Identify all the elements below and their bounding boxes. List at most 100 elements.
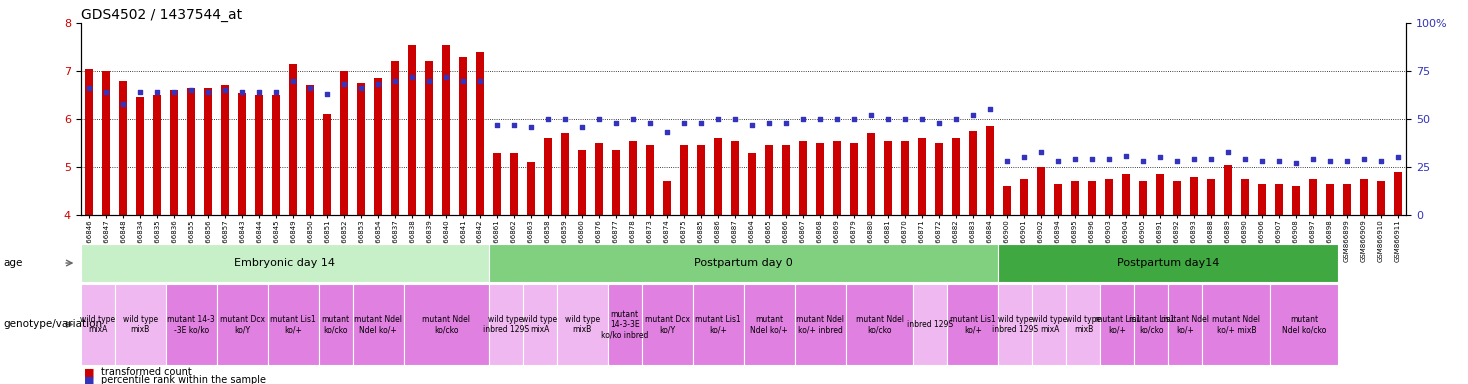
Point	[401, 74, 424, 80]
Bar	[319, 284, 352, 365]
Point	[248, 89, 272, 95]
Text: mutant
Ndel ko/+: mutant Ndel ko/+	[750, 315, 788, 334]
Text: wild type
mixA: wild type mixA	[81, 315, 116, 334]
Point	[145, 89, 169, 95]
Point	[1284, 160, 1308, 166]
Bar	[901, 141, 909, 215]
Bar	[935, 143, 944, 215]
Point	[1047, 158, 1070, 164]
Text: mutant Ndel
ko/+: mutant Ndel ko/+	[1161, 315, 1210, 334]
Point	[910, 116, 934, 122]
Text: ■: ■	[84, 375, 94, 384]
Bar	[608, 284, 642, 365]
Point	[1097, 156, 1120, 162]
Bar	[119, 81, 128, 215]
Bar	[1020, 179, 1028, 215]
Bar	[642, 284, 693, 365]
Bar	[1274, 184, 1283, 215]
Bar	[646, 146, 655, 215]
Bar	[341, 71, 348, 215]
Point	[536, 116, 559, 122]
Bar	[628, 141, 637, 215]
Bar	[713, 138, 722, 215]
Bar	[969, 131, 978, 215]
Bar	[81, 244, 489, 282]
Bar	[998, 284, 1032, 365]
Point	[621, 116, 644, 122]
Bar	[578, 150, 586, 215]
Text: wild type
inbred 129S: wild type inbred 129S	[483, 315, 528, 334]
Bar	[1135, 284, 1169, 365]
Text: genotype/variation: genotype/variation	[3, 319, 103, 329]
Point	[690, 120, 713, 126]
Bar	[951, 138, 960, 215]
Bar	[1070, 182, 1079, 215]
Text: mutant
ko/cko: mutant ko/cko	[321, 315, 349, 334]
Text: age: age	[3, 258, 22, 268]
Point	[264, 89, 288, 95]
Text: mutant 14-3
-3E ko/ko: mutant 14-3 -3E ko/ko	[167, 315, 216, 334]
Point	[825, 116, 849, 122]
Point	[859, 112, 882, 118]
Bar	[476, 52, 484, 215]
Bar	[1393, 172, 1402, 215]
Point	[1318, 158, 1342, 164]
Bar	[1308, 179, 1317, 215]
Bar	[81, 284, 115, 365]
Bar	[985, 126, 994, 215]
Point	[978, 106, 1001, 113]
Point	[435, 74, 458, 80]
Point	[587, 116, 611, 122]
Bar	[1122, 174, 1130, 215]
Point	[179, 87, 203, 93]
Point	[282, 78, 305, 84]
Bar	[442, 45, 451, 215]
Bar	[1155, 174, 1164, 215]
Point	[928, 120, 951, 126]
Point	[1080, 156, 1104, 162]
Point	[417, 78, 440, 84]
Point	[1029, 149, 1053, 155]
Bar	[374, 78, 382, 215]
Point	[230, 89, 254, 95]
Bar	[747, 153, 756, 215]
Point	[605, 120, 628, 126]
Bar	[731, 141, 740, 215]
Point	[1301, 156, 1324, 162]
Point	[213, 87, 236, 93]
Point	[486, 122, 509, 128]
Bar	[1207, 179, 1216, 215]
Bar	[489, 284, 523, 365]
Point	[962, 112, 985, 118]
Point	[1370, 158, 1393, 164]
Bar	[238, 93, 247, 215]
Point	[332, 81, 355, 88]
Point	[94, 89, 117, 95]
Point	[1199, 156, 1223, 162]
Bar	[1032, 284, 1066, 365]
Point	[1352, 156, 1376, 162]
Point	[520, 124, 543, 130]
Text: mutant Dcx
ko/Y: mutant Dcx ko/Y	[644, 315, 690, 334]
Bar	[1036, 167, 1045, 215]
Point	[367, 81, 390, 88]
Text: percentile rank within the sample: percentile rank within the sample	[101, 375, 266, 384]
Bar	[153, 95, 161, 215]
Text: wild type
mixB: wild type mixB	[565, 315, 599, 334]
Bar	[255, 95, 263, 215]
Point	[876, 116, 900, 122]
Bar	[1258, 184, 1265, 215]
Bar	[1066, 284, 1101, 365]
Bar	[794, 284, 846, 365]
Bar	[913, 284, 947, 365]
Bar	[137, 98, 144, 215]
Bar	[424, 61, 433, 215]
Bar	[459, 56, 467, 215]
Text: mutant
Ndel ko/cko: mutant Ndel ko/cko	[1282, 315, 1327, 334]
Bar	[680, 146, 688, 215]
Bar	[866, 134, 875, 215]
Bar	[1189, 177, 1198, 215]
Point	[1267, 158, 1290, 164]
Bar	[1202, 284, 1270, 365]
Bar	[884, 141, 893, 215]
